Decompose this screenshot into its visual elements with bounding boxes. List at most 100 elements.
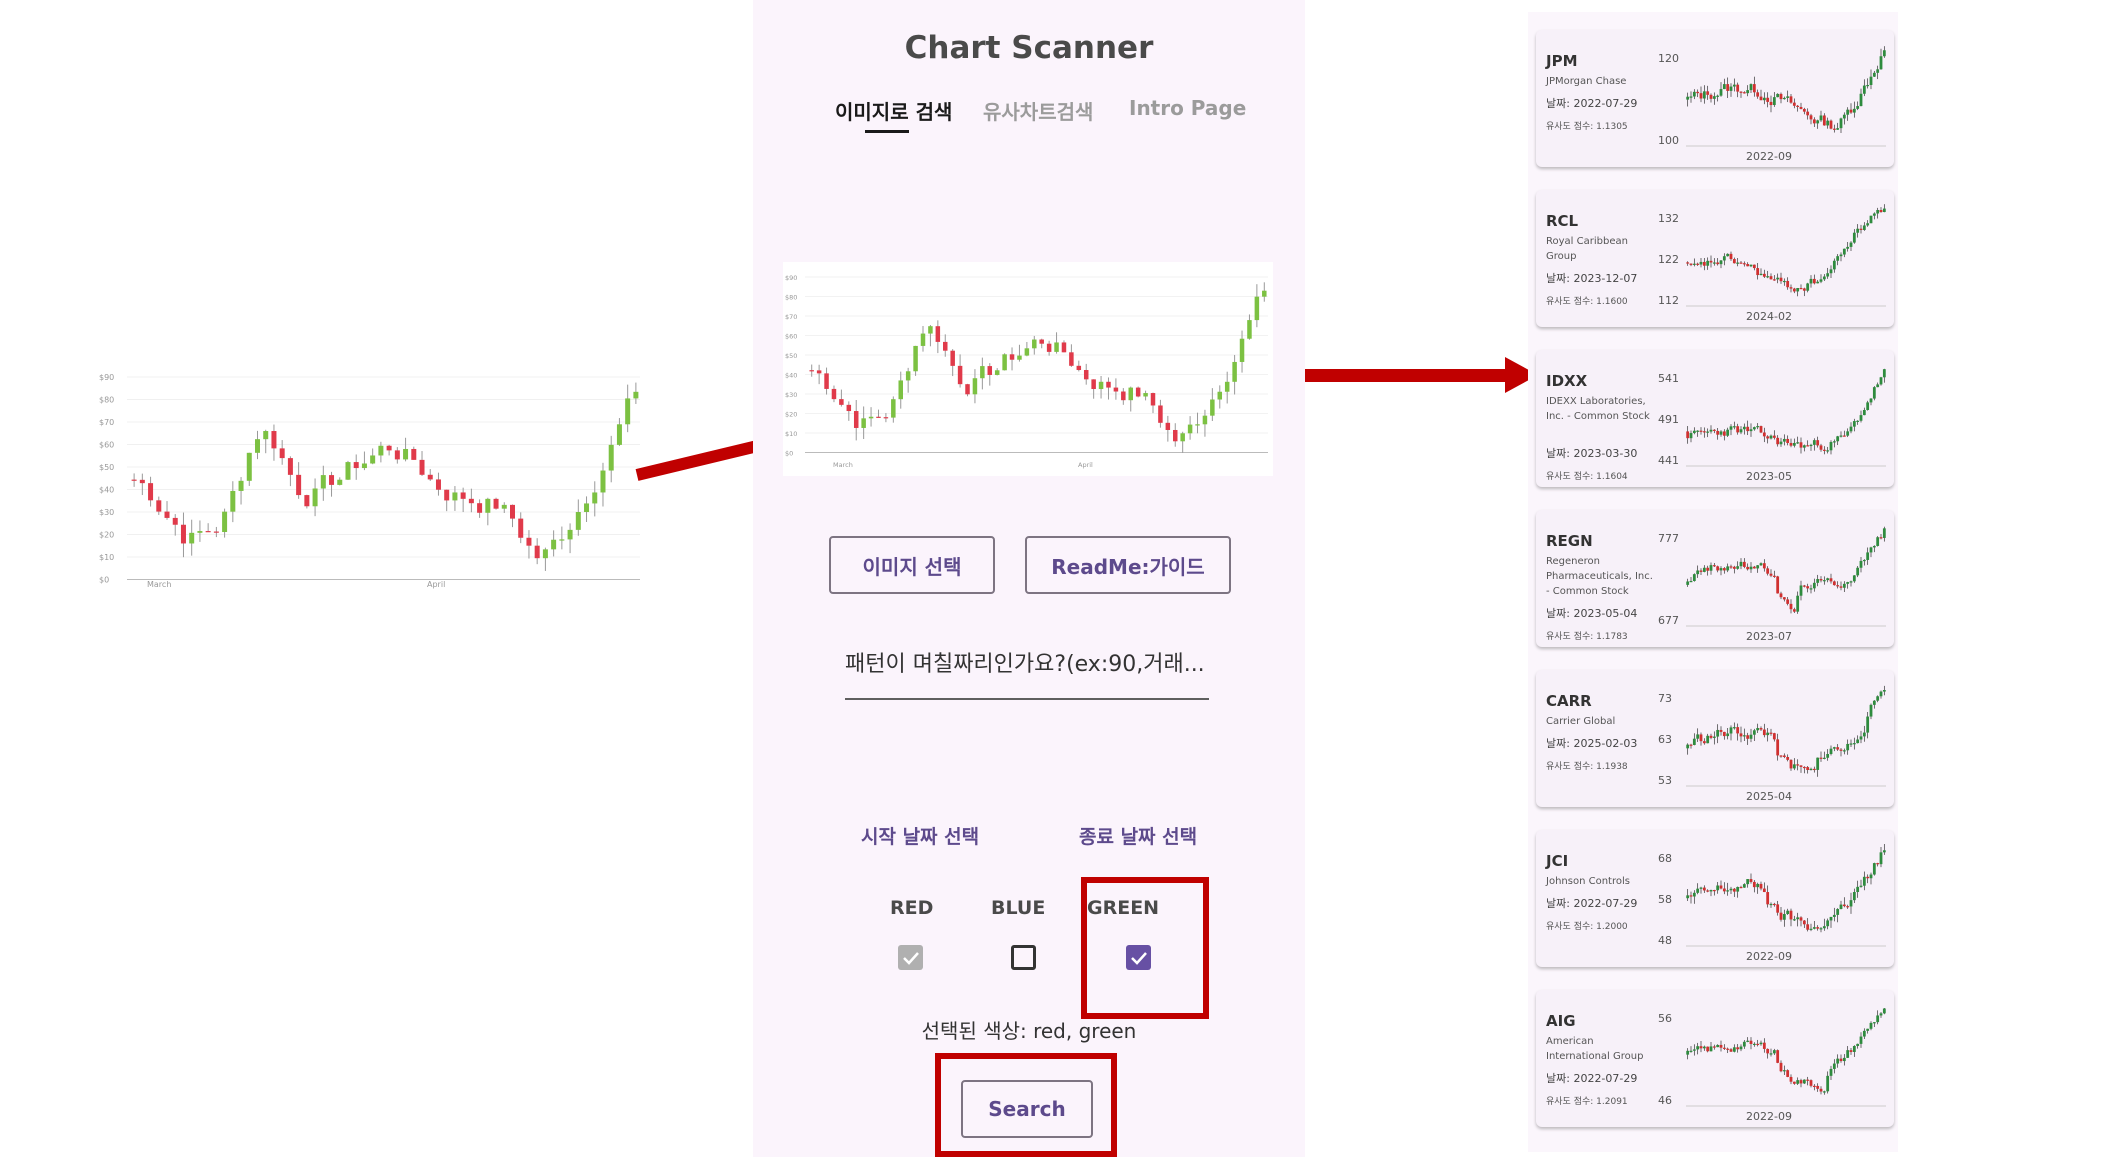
candle <box>1832 747 1836 749</box>
candle <box>1716 262 1720 265</box>
candle <box>542 549 548 559</box>
candle <box>1696 570 1700 575</box>
pattern-days-input[interactable]: 패턴이 며칠짜리인가요?(ex:90,거래... <box>845 652 1205 677</box>
candle <box>1799 442 1803 448</box>
candle <box>1819 928 1823 930</box>
candle <box>1776 904 1780 913</box>
candle <box>1802 920 1806 925</box>
candle <box>205 531 211 533</box>
candle <box>1709 260 1713 263</box>
candle <box>1736 1047 1740 1050</box>
candle <box>1706 735 1710 744</box>
select-image-button[interactable]: 이미지 선택 <box>829 536 995 594</box>
candle <box>1702 1046 1706 1049</box>
tab-indicator <box>865 130 909 133</box>
candle <box>1712 889 1716 892</box>
candle <box>1802 766 1806 769</box>
candle <box>180 524 186 544</box>
readme-guide-button[interactable]: ReadMe:가이드 <box>1025 536 1231 594</box>
candle <box>1742 426 1746 430</box>
candle <box>1729 426 1733 430</box>
candle <box>394 450 400 460</box>
tab-image-search[interactable]: 이미지로 검색 <box>835 100 953 124</box>
result-card[interactable]: JPM JPMorgan Chase 날짜: 2022-07-29 유사도 점수: 1… <box>1536 30 1894 167</box>
result-card[interactable]: AIG American International Group 날짜: 2022-… <box>1536 990 1894 1127</box>
candle <box>1789 603 1793 610</box>
candle <box>575 512 581 530</box>
candle <box>230 490 236 512</box>
result-card[interactable]: JCI Johnson Controls 날짜: 2022-07-29 유사도 점수:… <box>1536 830 1894 967</box>
result-company-name: Johnson Controls <box>1546 876 1630 887</box>
candle <box>1719 431 1723 435</box>
candle <box>1692 574 1696 582</box>
y-tick-label: $80 <box>785 294 797 302</box>
candle <box>1856 1043 1860 1047</box>
candle <box>1736 727 1740 734</box>
candle <box>868 416 874 419</box>
result-card[interactable]: RCL Royal Caribbean Group 날짜: 2023-12-07 유사… <box>1536 190 1894 327</box>
candle <box>1706 1046 1710 1052</box>
candle <box>1866 223 1870 226</box>
result-card[interactable]: IDXX IDEXX Laboratories, Inc. - Common St… <box>1536 350 1894 487</box>
candle <box>1187 424 1193 434</box>
candle <box>1822 580 1826 582</box>
candle <box>1769 903 1773 906</box>
candle <box>1776 277 1780 280</box>
result-card[interactable]: CARR Carrier Global 날짜: 2025-02-03 유사도 점수: … <box>1536 670 1894 807</box>
candle <box>1866 716 1870 733</box>
candle <box>1799 106 1803 109</box>
candle <box>1836 1058 1840 1064</box>
tab-similar-chart-search[interactable]: 유사차트검색 <box>983 100 1094 124</box>
candle <box>1876 69 1880 73</box>
candle <box>1816 1085 1820 1089</box>
candle <box>1121 391 1126 401</box>
candle <box>1719 885 1723 889</box>
candle <box>1802 288 1806 291</box>
candle <box>1232 361 1237 382</box>
candle <box>1732 259 1736 264</box>
candle <box>1699 887 1703 889</box>
candle <box>370 455 376 464</box>
candle <box>1752 566 1756 569</box>
input-underline <box>845 698 1209 700</box>
y-tick-label: 120 <box>1658 52 1679 65</box>
end-date-button[interactable]: 종료 날짜 선택 <box>1079 826 1198 848</box>
candle <box>928 326 933 334</box>
result-similarity-score: 유사도 점수: 1.2091 <box>1546 1097 1628 1107</box>
candle <box>1826 1075 1830 1092</box>
candle <box>1719 89 1723 96</box>
checkbox-green[interactable] <box>1126 945 1151 970</box>
candle <box>386 445 392 451</box>
candle <box>1832 260 1836 270</box>
candle <box>1709 889 1713 892</box>
candle <box>1839 435 1843 437</box>
candle <box>1812 278 1816 284</box>
candle <box>1742 884 1746 888</box>
candle <box>1872 700 1876 705</box>
tab-intro-page[interactable]: Intro Page <box>1129 96 1247 120</box>
search-button[interactable]: Search <box>961 1080 1093 1138</box>
candle <box>329 475 335 485</box>
candle <box>1866 876 1870 879</box>
candle <box>1862 876 1866 886</box>
checkbox-blue[interactable] <box>1011 945 1036 970</box>
candle <box>1686 96 1690 100</box>
candle <box>1869 215 1873 224</box>
result-card[interactable]: REGN Regeneron Pharmaceuticals, Inc. - Co… <box>1536 510 1894 647</box>
x-tick-label: April <box>427 580 445 589</box>
candle <box>1719 729 1723 732</box>
y-tick-label: $60 <box>99 441 114 450</box>
start-date-button[interactable]: 시작 날짜 선택 <box>861 826 980 848</box>
candle <box>1882 528 1886 538</box>
candle <box>1722 431 1726 436</box>
candle <box>1779 441 1783 445</box>
result-ticker: IDXX <box>1546 372 1588 390</box>
y-tick-label: 122 <box>1658 253 1679 266</box>
candle <box>435 479 441 490</box>
candle <box>1879 537 1883 539</box>
candle <box>1692 1049 1696 1051</box>
candle <box>1819 757 1823 759</box>
candle <box>1882 1008 1886 1014</box>
candle <box>1789 759 1793 769</box>
checkbox-red[interactable] <box>898 945 923 970</box>
